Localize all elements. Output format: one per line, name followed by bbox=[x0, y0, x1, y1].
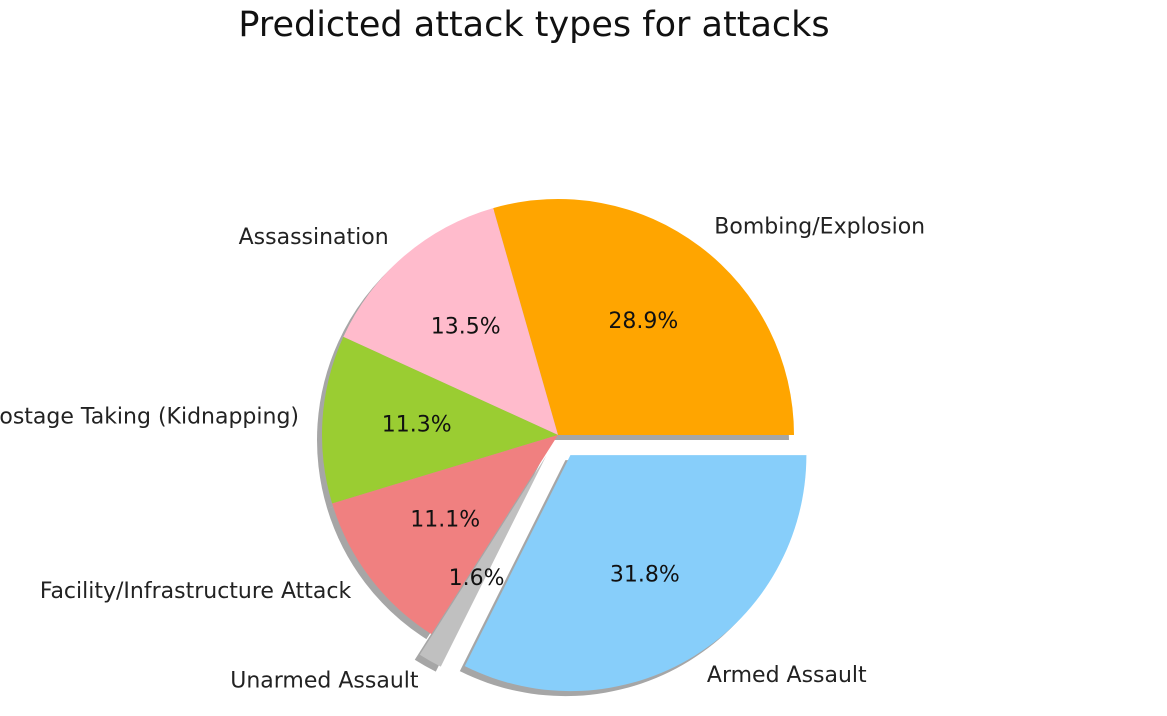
pie-slice-bombing-explosion bbox=[493, 198, 794, 435]
pie-slice-assassination bbox=[343, 208, 558, 435]
pie-slice-hostage-taking-kidnapping bbox=[322, 336, 558, 504]
chart-title: Predicted attack types for attacks bbox=[238, 5, 829, 45]
pie-slice-unarmed-assault bbox=[419, 455, 547, 667]
slice-label-armed-assault: Armed Assault bbox=[707, 663, 867, 688]
slice-label-unarmed-assault: Unarmed Assault bbox=[230, 669, 419, 694]
slice-label-hostage-taking-kidnapping: Hostage Taking (Kidnapping) bbox=[0, 405, 299, 430]
slice-percent-hostage-taking-kidnapping: 11.3% bbox=[382, 413, 452, 438]
pie-label-layer: Bombing/Explosion 28.9% Assassination 13.5%… bbox=[0, 215, 925, 694]
slice-percent-unarmed-assault: 1.6% bbox=[449, 566, 505, 591]
pie-slice-layer bbox=[322, 198, 807, 692]
slice-percent-facility-infrastructure-attack: 11.1% bbox=[410, 508, 480, 533]
slice-label-facility-infrastructure-attack: Facility/Infrastructure Attack bbox=[40, 579, 352, 604]
slice-percent-bombing-explosion: 28.9% bbox=[608, 309, 678, 334]
slice-percent-armed-assault: 31.8% bbox=[610, 563, 680, 588]
pie-slice-armed-assault bbox=[464, 455, 807, 692]
slice-percent-assassination: 13.5% bbox=[431, 315, 501, 340]
slice-label-assassination: Assassination bbox=[239, 225, 389, 250]
slice-label-bombing-explosion: Bombing/Explosion bbox=[714, 215, 925, 240]
pie-slice-facility-infrastructure-attack bbox=[332, 435, 558, 635]
